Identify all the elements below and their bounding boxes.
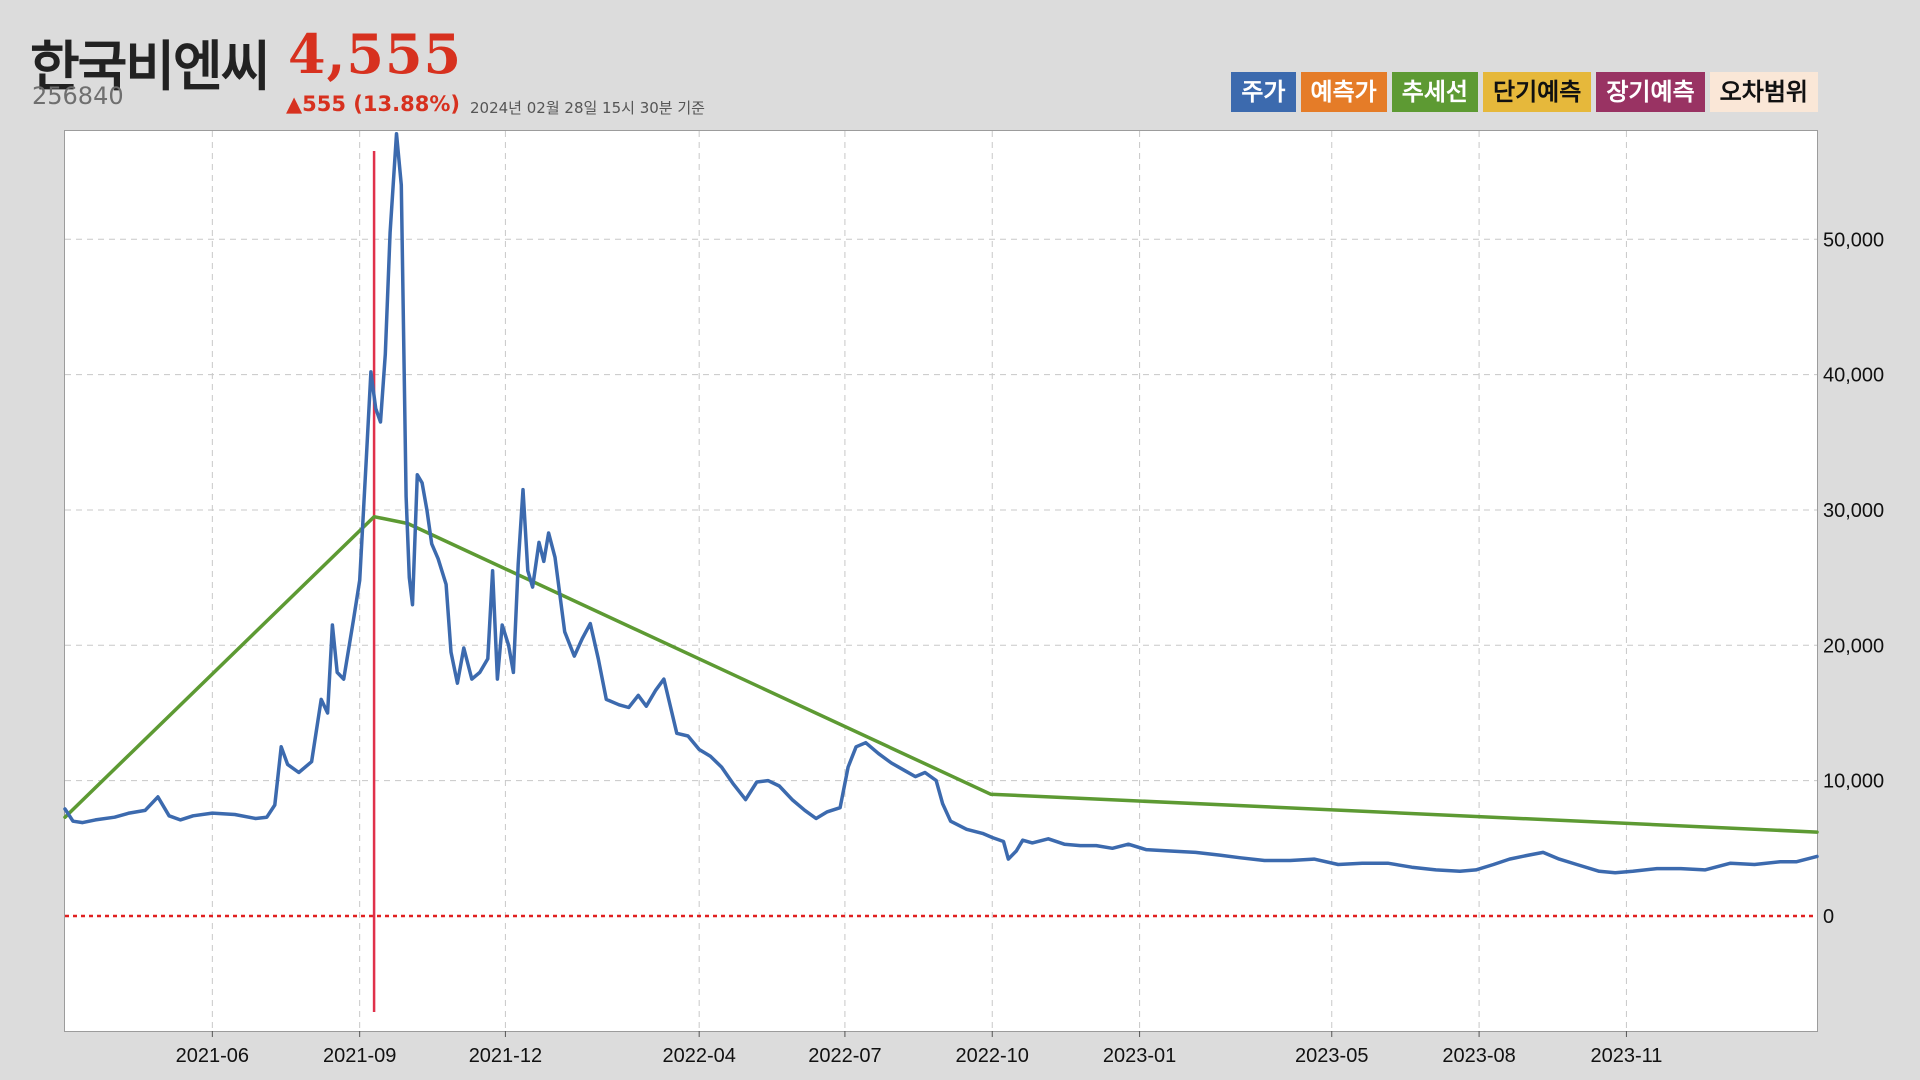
x-tick-label: 2022-04 [662, 1045, 735, 1067]
x-tick-label: 2022-07 [808, 1045, 881, 1067]
x-tick-label: 2021-12 [469, 1045, 542, 1067]
x-tick-label: 2021-09 [323, 1045, 396, 1067]
legend-item-trendline[interactable]: 추세선 [1391, 72, 1479, 112]
x-tick-label: 2023-05 [1295, 1045, 1368, 1067]
legend: 주가 예측가 추세선 단기예측 장기예측 오차범위 [1231, 72, 1818, 112]
stock-price: 4,555 [288, 22, 463, 86]
y-tick-label: 40,000 [1823, 365, 1884, 387]
x-tick-label: 2023-11 [1590, 1045, 1662, 1067]
stock-change: ▲555 (13.88%) [286, 92, 460, 116]
y-tick-label: 0 [1823, 906, 1834, 928]
legend-item-forecast[interactable]: 예측가 [1300, 72, 1387, 112]
chart-area [64, 130, 1818, 1032]
legend-item-price[interactable]: 주가 [1231, 72, 1296, 112]
x-tick-label: 2022-10 [956, 1045, 1029, 1067]
stock-code: 256840 [32, 82, 124, 110]
legend-item-error-range[interactable]: 오차범위 [1709, 72, 1818, 112]
stock-name: 한국비엔씨 [30, 35, 270, 98]
trend-series-line [63, 514, 1819, 834]
header: 한국비엔씨 256840 4,555 ▲555 (13.88%) 2024년 0… [0, 0, 1920, 128]
legend-item-short-term[interactable]: 단기예측 [1483, 72, 1592, 112]
legend-item-long-term[interactable]: 장기예측 [1596, 72, 1705, 112]
as-of-timestamp: 2024년 02월 28일 15시 30분 기준 [470, 99, 705, 117]
x-tick-label: 2023-01 [1103, 1045, 1176, 1067]
y-tick-label: 10,000 [1823, 771, 1884, 793]
price-series-line [63, 131, 1819, 875]
y-tick-label: 50,000 [1823, 229, 1884, 251]
y-tick-label: 30,000 [1823, 500, 1884, 522]
x-tick-label: 2023-08 [1442, 1045, 1515, 1067]
x-tick-label: 2021-06 [176, 1045, 249, 1067]
y-tick-label: 20,000 [1823, 635, 1884, 657]
